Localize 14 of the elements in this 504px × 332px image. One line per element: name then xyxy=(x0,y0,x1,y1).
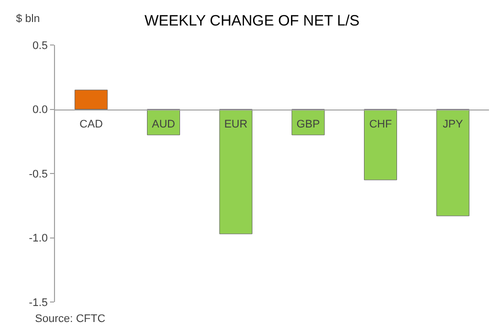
source-note: Source: CFTC xyxy=(35,313,106,325)
x-tick-label: JPY xyxy=(442,118,464,130)
x-tick-label: EUR xyxy=(224,118,248,130)
x-tick-label: CHF xyxy=(369,118,392,130)
y-tick-label: -0.5 xyxy=(28,168,48,180)
x-tick-label: CAD xyxy=(80,118,103,130)
x-tick-label: GBP xyxy=(296,118,320,130)
y-tick-label: -1.0 xyxy=(28,232,48,245)
y-axis-title: $ bln xyxy=(16,13,40,25)
chart-title: WEEKLY CHANGE OF NET L/S xyxy=(144,12,360,30)
y-tick-label: 0.0 xyxy=(32,104,48,116)
y-tick-label: -1.5 xyxy=(28,296,48,309)
x-tick-label: AUD xyxy=(152,118,176,130)
y-tick-label: 0.5 xyxy=(32,40,48,52)
